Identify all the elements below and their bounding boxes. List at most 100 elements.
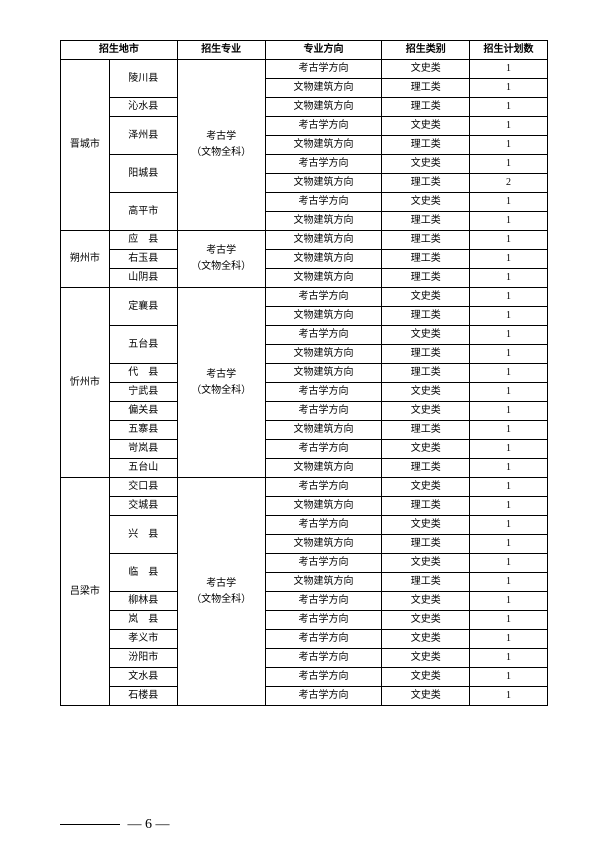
cell-category: 文史类 xyxy=(382,193,470,212)
cell-direction: 文物建筑方向 xyxy=(265,231,382,250)
cell-direction: 文物建筑方向 xyxy=(265,250,382,269)
table-row: 临 县考古学方向文史类1 xyxy=(61,554,548,573)
cell-direction: 文物建筑方向 xyxy=(265,307,382,326)
cell-count: 1 xyxy=(470,402,548,421)
cell-county: 泽州县 xyxy=(109,117,177,155)
table-row: 兴 县考古学方向文史类1 xyxy=(61,516,548,535)
header-city: 招生地市 xyxy=(61,41,178,60)
cell-count: 1 xyxy=(470,383,548,402)
cell-direction: 文物建筑方向 xyxy=(265,269,382,288)
cell-count: 1 xyxy=(470,269,548,288)
table-row: 泽州县考古学方向文史类1 xyxy=(61,117,548,136)
cell-direction: 文物建筑方向 xyxy=(265,421,382,440)
cell-count: 1 xyxy=(470,307,548,326)
cell-county: 代 县 xyxy=(109,364,177,383)
cell-direction: 文物建筑方向 xyxy=(265,497,382,516)
cell-category: 理工类 xyxy=(382,231,470,250)
page-number: — 6 — xyxy=(128,817,170,832)
cell-county: 岢岚县 xyxy=(109,440,177,459)
cell-direction: 考古学方向 xyxy=(265,478,382,497)
cell-county: 柳林县 xyxy=(109,592,177,611)
cell-count: 1 xyxy=(470,687,548,706)
table-row: 五台县考古学方向文史类1 xyxy=(61,326,548,345)
cell-direction: 文物建筑方向 xyxy=(265,535,382,554)
cell-category: 文史类 xyxy=(382,668,470,687)
table-body: 晋城市陵川县考古学（文物全科）考古学方向文史类1文物建筑方向理工类1沁水县文物建… xyxy=(61,60,548,706)
cell-direction: 考古学方向 xyxy=(265,288,382,307)
table-row: 阳城县考古学方向文史类1 xyxy=(61,155,548,174)
cell-count: 1 xyxy=(470,649,548,668)
cell-county: 宁武县 xyxy=(109,383,177,402)
cell-category: 理工类 xyxy=(382,535,470,554)
cell-direction: 考古学方向 xyxy=(265,402,382,421)
cell-count: 1 xyxy=(470,117,548,136)
cell-direction: 考古学方向 xyxy=(265,668,382,687)
table-row: 偏关县 考古学方向文史类1 xyxy=(61,402,548,421)
cell-category: 文史类 xyxy=(382,383,470,402)
cell-direction: 文物建筑方向 xyxy=(265,212,382,231)
cell-county: 偏关县 xyxy=(109,402,177,421)
cell-category: 文史类 xyxy=(382,649,470,668)
cell-county: 阳城县 xyxy=(109,155,177,193)
cell-major: 考古学（文物全科） xyxy=(177,231,265,288)
table-row: 山阴县文物建筑方向理工类1 xyxy=(61,269,548,288)
header-major: 招生专业 xyxy=(177,41,265,60)
cell-category: 文史类 xyxy=(382,60,470,79)
cell-count: 1 xyxy=(470,668,548,687)
cell-county: 五台山 xyxy=(109,459,177,478)
cell-direction: 考古学方向 xyxy=(265,554,382,573)
cell-county: 右玉县 xyxy=(109,250,177,269)
cell-count: 1 xyxy=(470,592,548,611)
cell-major: 考古学（文物全科） xyxy=(177,478,265,706)
table-row: 宁武县考古学方向文史类1 xyxy=(61,383,548,402)
cell-category: 理工类 xyxy=(382,79,470,98)
cell-category: 理工类 xyxy=(382,459,470,478)
cell-category: 理工类 xyxy=(382,497,470,516)
cell-category: 理工类 xyxy=(382,250,470,269)
cell-county: 文水县 xyxy=(109,668,177,687)
cell-count: 1 xyxy=(470,516,548,535)
cell-county: 山阴县 xyxy=(109,269,177,288)
cell-direction: 考古学方向 xyxy=(265,611,382,630)
cell-count: 1 xyxy=(470,193,548,212)
cell-county: 高平市 xyxy=(109,193,177,231)
table-row: 五寨县文物建筑方向理工类1 xyxy=(61,421,548,440)
cell-county: 孝义市 xyxy=(109,630,177,649)
cell-city: 吕梁市 xyxy=(61,478,110,706)
cell-county: 兴 县 xyxy=(109,516,177,554)
cell-direction: 考古学方向 xyxy=(265,687,382,706)
cell-category: 文史类 xyxy=(382,687,470,706)
cell-county: 五台县 xyxy=(109,326,177,364)
cell-category: 文史类 xyxy=(382,155,470,174)
cell-county: 交城县 xyxy=(109,497,177,516)
cell-count: 1 xyxy=(470,554,548,573)
cell-category: 文史类 xyxy=(382,592,470,611)
table-header-row: 招生地市 招生专业 专业方向 招生类别 招生计划数 xyxy=(61,41,548,60)
cell-category: 理工类 xyxy=(382,174,470,193)
cell-direction: 考古学方向 xyxy=(265,440,382,459)
cell-city: 朔州市 xyxy=(61,231,110,288)
cell-direction: 考古学方向 xyxy=(265,326,382,345)
cell-category: 理工类 xyxy=(382,364,470,383)
cell-count: 1 xyxy=(470,98,548,117)
table-row: 柳林县考古学方向文史类1 xyxy=(61,592,548,611)
table-row: 文水县 考古学方向文史类1 xyxy=(61,668,548,687)
cell-count: 1 xyxy=(470,155,548,174)
cell-county: 岚 县 xyxy=(109,611,177,630)
cell-direction: 考古学方向 xyxy=(265,193,382,212)
cell-category: 文史类 xyxy=(382,402,470,421)
cell-direction: 文物建筑方向 xyxy=(265,136,382,155)
cell-count: 1 xyxy=(470,345,548,364)
cell-count: 1 xyxy=(470,478,548,497)
cell-direction: 文物建筑方向 xyxy=(265,79,382,98)
cell-count: 1 xyxy=(470,364,548,383)
cell-category: 文史类 xyxy=(382,516,470,535)
table-row: 汾阳市考古学方向文史类1 xyxy=(61,649,548,668)
cell-direction: 文物建筑方向 xyxy=(265,174,382,193)
cell-major: 考古学（文物全科） xyxy=(177,60,265,231)
cell-direction: 考古学方向 xyxy=(265,516,382,535)
header-direction: 专业方向 xyxy=(265,41,382,60)
cell-county: 定襄县 xyxy=(109,288,177,326)
table-row: 晋城市陵川县考古学（文物全科）考古学方向文史类1 xyxy=(61,60,548,79)
table-row: 右玉县文物建筑方向理工类1 xyxy=(61,250,548,269)
